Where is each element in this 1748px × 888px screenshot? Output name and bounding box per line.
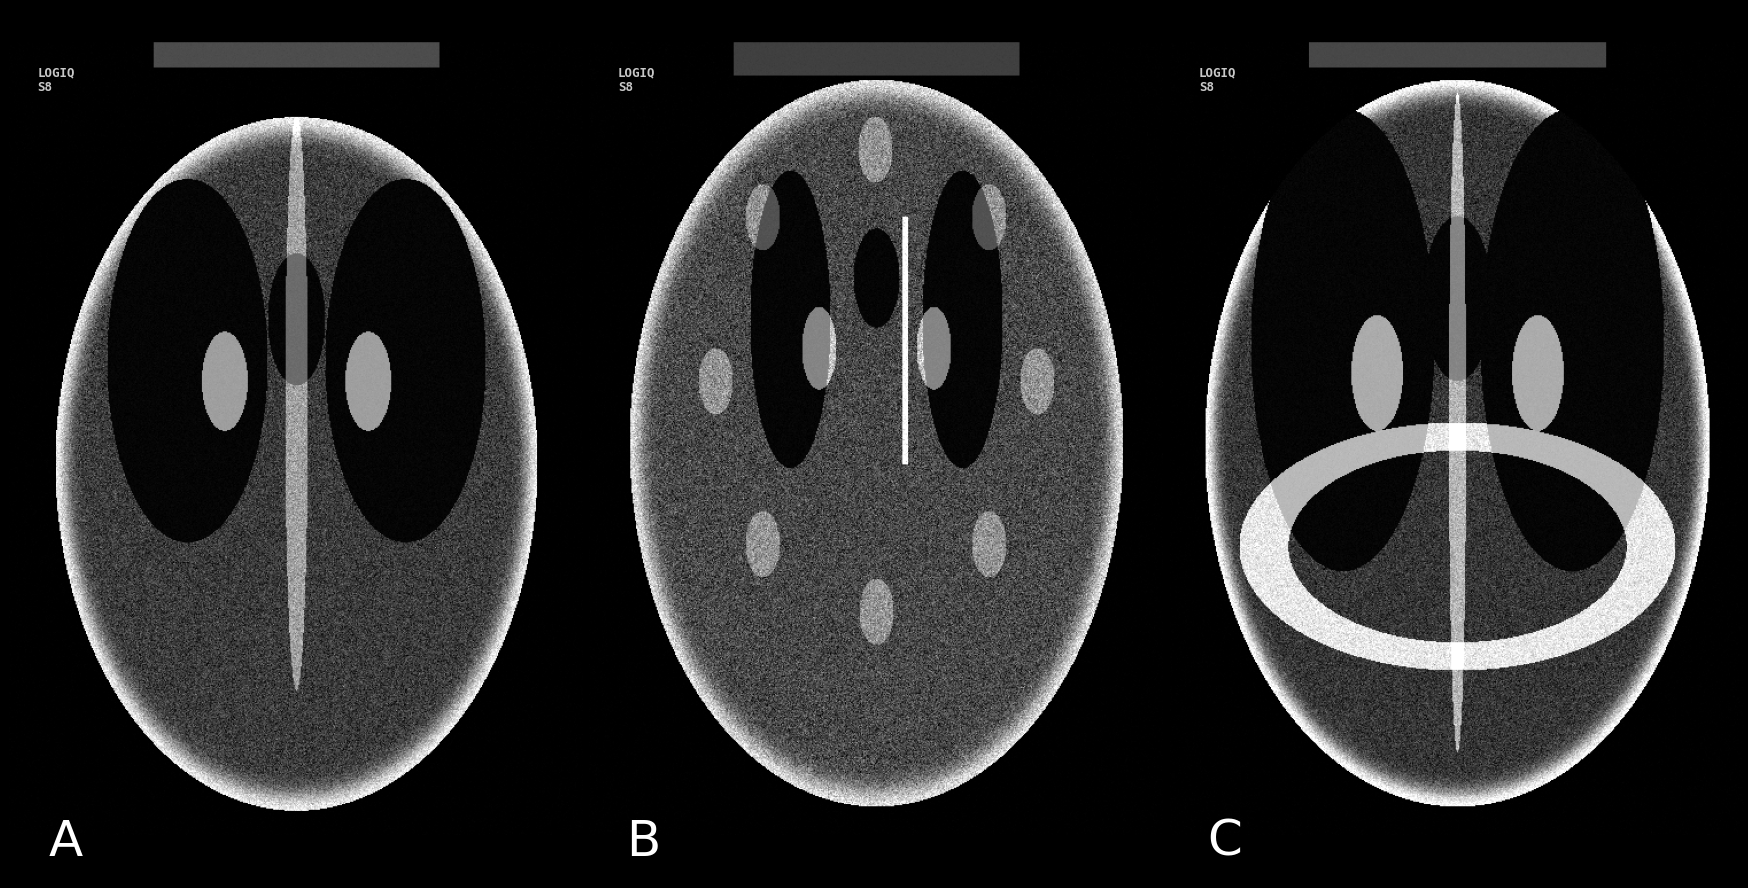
Text: C: C	[1206, 818, 1241, 866]
Text: LOGIQ
S8: LOGIQ S8	[617, 67, 656, 94]
Text: A: A	[49, 818, 84, 866]
Text: LOGIQ
S8: LOGIQ S8	[1197, 67, 1236, 94]
Text: B: B	[626, 818, 661, 866]
Text: LOGIQ
S8: LOGIQ S8	[37, 67, 75, 94]
